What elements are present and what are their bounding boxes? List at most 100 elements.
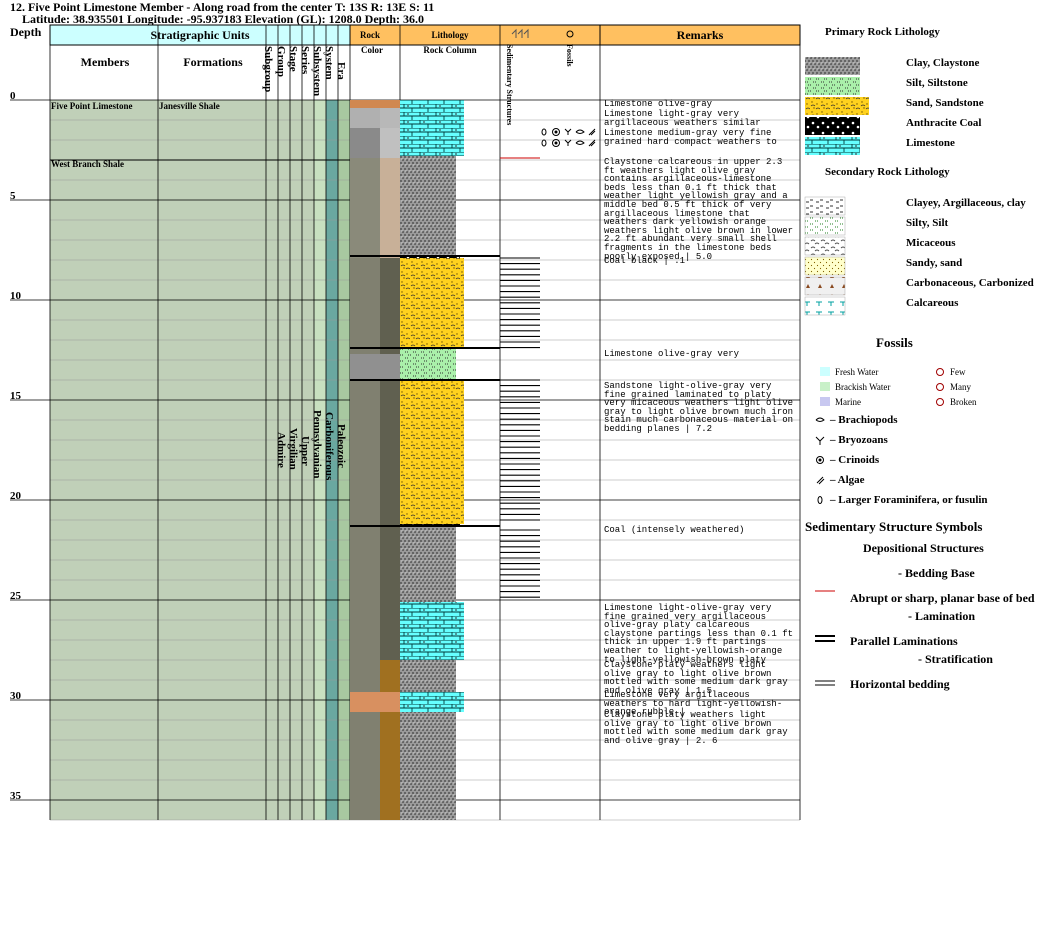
rock-color-band: [380, 158, 400, 258]
rock-color-band: [350, 354, 380, 380]
legend-label: Sandy, sand: [906, 257, 963, 269]
fossil-header-icon: [566, 30, 574, 38]
rock-color-band: [350, 602, 380, 660]
limestone-swatch: [805, 137, 860, 155]
stage-label: Virgilian: [287, 428, 299, 470]
lithology-bed: [400, 156, 456, 256]
silty-swatch: [804, 216, 846, 236]
legend-label: – Algae: [830, 474, 865, 486]
legend-label: Many: [950, 382, 971, 392]
remark-text: Coal (intensely weathered): [604, 525, 745, 535]
lithology-bed: [400, 692, 464, 712]
legend-label: Marine: [835, 397, 861, 407]
legend-label: Few: [950, 367, 966, 377]
stratification-title: - Stratification: [918, 652, 993, 666]
clay-swatch: [805, 57, 860, 75]
rock-color-band: [350, 712, 380, 820]
era-header: Era: [335, 62, 347, 80]
remark-text: Claystone platy weathers light olive gra…: [604, 710, 794, 746]
legend-label: Silty, Silt: [906, 217, 949, 229]
remark-text: Claystone calcareous in upper 2.3 ft wea…: [604, 157, 799, 262]
silt-swatch: [805, 77, 860, 95]
bryozoan-icon: [815, 436, 825, 445]
rock-color-band: [380, 380, 400, 526]
depth-tick: 5: [10, 190, 16, 202]
legend-label: Sand, Sandstone: [906, 97, 984, 109]
fossil-env-swatch: [820, 382, 830, 391]
lithology-bed: [400, 258, 464, 348]
legend-label: Carbonaceous, Carbonized: [906, 277, 1034, 289]
strat-units-header: Stratigraphic Units: [150, 28, 250, 42]
formations-header: Formations: [183, 55, 243, 69]
rock-color-band: [350, 660, 380, 692]
primary-lithology-title: Primary Rock Lithology: [825, 26, 940, 38]
brachiopod-icon: [575, 129, 585, 134]
group-header: Group: [275, 46, 287, 77]
crinoid-icon: [552, 128, 560, 136]
abundance-broken-icon: [936, 398, 944, 406]
fossil-env-swatch: [820, 397, 830, 406]
crinoid-icon: [554, 130, 558, 134]
remark-text: Limestone medium-gray very fine grained …: [604, 128, 777, 147]
rock-color-band: [380, 692, 400, 712]
remark-text: Limestone light-gray very argillaceous w…: [604, 109, 761, 128]
bryozoan-icon: [564, 128, 572, 135]
remark-text: Limestone olive-gray very: [604, 349, 740, 359]
rock-color-band: [380, 526, 400, 602]
subsystem-header: Subsystem: [311, 46, 323, 97]
member-label: Five Point Limestone: [51, 101, 133, 111]
lamination-title: - Lamination: [908, 609, 976, 623]
legend-label: Clay, Claystone: [906, 57, 980, 69]
member-label: West Branch Shale: [51, 159, 125, 169]
depth-header: Depth: [10, 25, 42, 39]
rock-color-band: [350, 128, 380, 158]
formation-label: Janesville Shale: [159, 101, 220, 111]
legend-label: Parallel Laminations: [850, 634, 958, 648]
lithology-bed: [400, 526, 456, 602]
legend-label: Micaceous: [906, 237, 956, 249]
series-header: Series: [299, 46, 311, 75]
depth-tick: 20: [10, 490, 21, 502]
legend-label: Silt, Siltstone: [906, 77, 968, 89]
rock-color-band: [380, 258, 400, 354]
foraminifera-icon: [541, 128, 547, 136]
rock-column-header: Rock Column: [423, 45, 477, 55]
lithology-bed: [400, 712, 456, 820]
section-title: 12. Five Point Limestone Member - Along …: [10, 0, 435, 14]
secondary-lithology-title: Secondary Rock Lithology: [825, 166, 950, 178]
rock-color-band: [350, 158, 380, 258]
lithology-bed: [400, 128, 464, 156]
rock-color-band: [380, 128, 400, 158]
rock-color-band: [380, 354, 400, 380]
era-label: Paleozoic: [335, 424, 347, 468]
rock-color-band: [350, 380, 380, 526]
legend-label: – Larger Foraminifera, or fusulin: [830, 494, 988, 506]
fossils-title: Fossils: [876, 335, 913, 350]
depth-tick: 30: [10, 690, 21, 702]
depth-tick: 10: [10, 290, 21, 302]
legend-label: Limestone: [906, 137, 955, 149]
system-header: System: [323, 46, 335, 80]
lithology-bed: [400, 110, 464, 128]
remark-text: Coal black | .1: [604, 256, 686, 266]
remark-text: Limestone light-olive-gray very fine gra…: [604, 603, 799, 665]
abundance-few-icon: [936, 368, 944, 376]
sed-structures-title: Sedimentary Structure Symbols: [805, 519, 983, 534]
calcareous-swatch: [804, 296, 846, 316]
bryozoan-icon: [564, 139, 572, 146]
remark-text: Claystone platy weathers light olive gra…: [604, 660, 794, 696]
rock-color-band: [380, 712, 400, 820]
color-header: Color: [361, 45, 383, 55]
dep-structures-title: Depositional Structures: [863, 541, 984, 555]
remark-text: Sandstone light-olive-gray very fine gra…: [604, 381, 799, 434]
rock-header: Rock: [360, 30, 380, 40]
remarks-header: Remarks: [676, 28, 724, 42]
rock-color-band: [350, 108, 380, 128]
subgroup-header: Subgroup: [262, 46, 274, 93]
algae-icon: [588, 139, 596, 147]
members-header: Members: [80, 55, 130, 69]
depth-tick: 15: [10, 390, 21, 402]
legend-label: – Brachiopods: [830, 414, 898, 426]
crinoid-icon: [818, 458, 822, 462]
rock-color-band: [350, 258, 380, 354]
